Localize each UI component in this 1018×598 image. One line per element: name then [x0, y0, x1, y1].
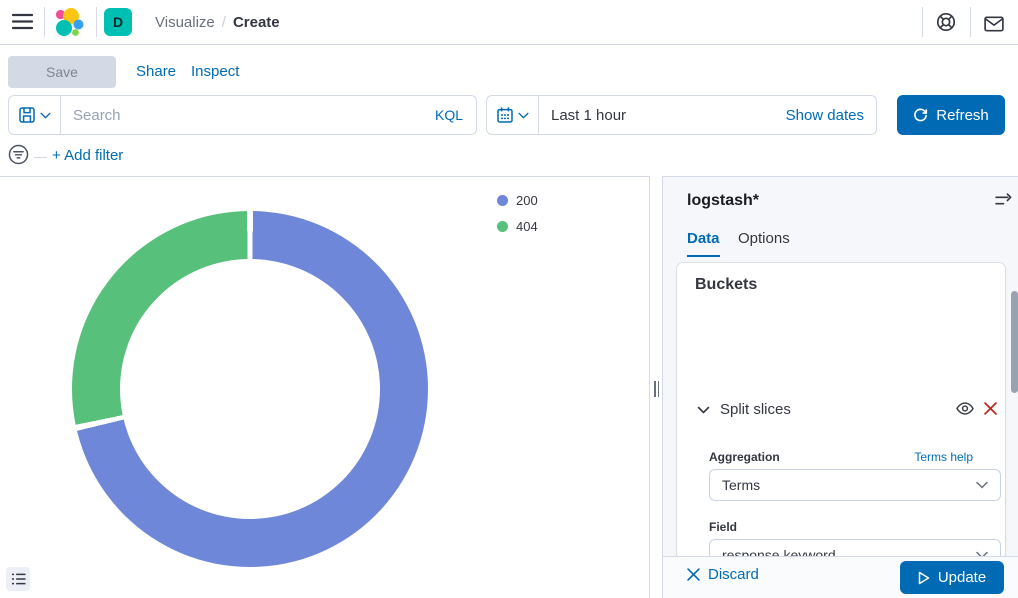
- breadcrumb-visualize[interactable]: Visualize: [155, 14, 215, 31]
- index-pattern-title: logstash*: [687, 192, 760, 209]
- newsfeed-envelope-icon[interactable]: [984, 14, 1004, 34]
- legend-swatch: [497, 195, 508, 206]
- save-button[interactable]: Save: [8, 56, 116, 88]
- time-range-value[interactable]: Last 1 hour: [551, 106, 627, 124]
- refresh-label: Refresh: [936, 106, 989, 124]
- header-divider: [970, 7, 971, 37]
- add-filter-link[interactable]: + Add filter: [52, 147, 124, 164]
- list-icon: [11, 573, 25, 585]
- tab-data[interactable]: Data: [687, 230, 720, 257]
- chevron-down-icon: [517, 112, 529, 119]
- close-x-icon: [687, 568, 700, 581]
- refresh-icon: [914, 108, 928, 121]
- saved-query-menu-button[interactable]: [9, 96, 61, 134]
- visualize-toolbar: Save Share Inspect: [0, 45, 1018, 91]
- tab-options[interactable]: Options: [738, 230, 790, 247]
- header-divider: [96, 7, 97, 37]
- collapse-panel-icon[interactable]: [995, 193, 1012, 208]
- split-slices-accordion: Split slices: [691, 399, 997, 421]
- chevron-down-icon: [39, 112, 51, 119]
- breadcrumb: Visualize / Create: [155, 14, 280, 31]
- aggregation-value: Terms: [722, 477, 761, 493]
- chart-legend: 200 404: [497, 193, 538, 245]
- legend-item-200[interactable]: 200: [497, 193, 538, 208]
- save-query-icon: [18, 107, 35, 123]
- time-picker-menu-button[interactable]: [487, 96, 539, 134]
- header-divider: [922, 7, 923, 37]
- chevron-down-icon: [697, 406, 710, 414]
- field-label: Field: [709, 520, 738, 534]
- search-bar: KQL: [8, 95, 477, 135]
- breadcrumb-create: Create: [232, 14, 280, 31]
- filter-dash: —: [34, 149, 47, 164]
- time-picker: Last 1 hour Show dates: [486, 95, 877, 135]
- filter-icon[interactable]: [8, 144, 29, 165]
- breadcrumb-separator: /: [221, 14, 226, 31]
- legend-swatch: [497, 221, 508, 232]
- menu-hamburger-icon[interactable]: [12, 13, 33, 30]
- toggle-visibility-eye-icon[interactable]: [956, 401, 974, 419]
- search-input[interactable]: [61, 106, 435, 124]
- legend-label: 404: [516, 219, 538, 234]
- space-avatar-badge[interactable]: D: [104, 8, 132, 36]
- play-icon: [918, 571, 930, 584]
- aggregation-label: Aggregation: [709, 450, 780, 464]
- visualization-chart-area: 200 404: [0, 176, 650, 598]
- aggregation-select[interactable]: Terms: [709, 469, 1001, 501]
- share-link[interactable]: Share: [136, 63, 177, 80]
- split-slices-toggle[interactable]: Split slices: [697, 401, 791, 418]
- visualization-editor-panel: logstash* Data Options Buckets Split sli…: [662, 176, 1018, 598]
- inspect-link[interactable]: Inspect: [191, 63, 240, 80]
- show-dates-link[interactable]: Show dates: [785, 106, 864, 124]
- editor-action-bar: Discard Update: [662, 556, 1018, 598]
- update-button[interactable]: Update: [900, 561, 1004, 594]
- elastic-logo-icon[interactable]: [54, 7, 84, 37]
- terms-help-link[interactable]: Terms help: [914, 450, 973, 464]
- discard-button[interactable]: Discard: [687, 566, 759, 583]
- legend-item-404[interactable]: 404: [497, 219, 538, 234]
- buckets-card: Buckets Split slices Aggregation Terms: [677, 263, 1005, 598]
- discard-label: Discard: [708, 566, 759, 583]
- help-lifebuoy-icon[interactable]: [936, 12, 956, 32]
- top-header: D Visualize / Create: [0, 0, 1018, 45]
- filter-bar: — + Add filter: [0, 140, 1018, 176]
- calendar-icon: [496, 107, 513, 123]
- donut-hole: [120, 259, 380, 519]
- panel-scrollbar-thumb[interactable]: [1011, 291, 1018, 393]
- refresh-button[interactable]: Refresh: [897, 95, 1005, 135]
- header-divider: [44, 7, 45, 37]
- query-language-kql-button[interactable]: KQL: [434, 107, 463, 123]
- panel-resize-handle[interactable]: [654, 381, 662, 397]
- update-label: Update: [937, 569, 987, 586]
- legend-label: 200: [516, 193, 538, 208]
- legend-toggle-button[interactable]: [6, 567, 30, 591]
- split-slices-label: Split slices: [720, 401, 791, 418]
- chevron-down-icon: [976, 481, 988, 489]
- remove-bucket-x-icon[interactable]: [984, 402, 997, 418]
- buckets-title: Buckets: [695, 276, 758, 293]
